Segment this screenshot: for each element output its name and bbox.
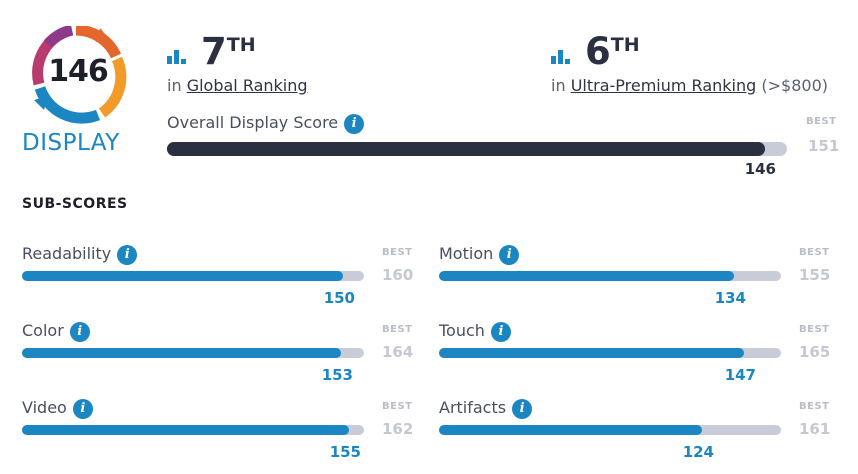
subscore-bar-video <box>22 425 364 435</box>
premium-rank-prefix: in <box>551 76 566 95</box>
subscore-best-label: BEST <box>382 324 413 335</box>
ultra-premium-ranking-link[interactable]: Ultra-Premium Ranking <box>570 76 757 95</box>
global-ranking-link[interactable]: Global Ranking <box>186 76 308 95</box>
subscore-value: 153 <box>321 366 353 384</box>
premium-rank-number: 6TH <box>585 30 640 73</box>
subscore-label-color: Color i <box>22 321 90 342</box>
subscore-bar-motion <box>439 271 781 281</box>
subscores-title: SUB-SCORES <box>22 196 128 212</box>
info-icon[interactable]: i <box>344 114 365 134</box>
subscore-value: 150 <box>323 289 355 307</box>
overall-score-bar <box>167 142 787 156</box>
subscore-name: Readability <box>22 244 112 263</box>
subscore-fill <box>439 348 744 358</box>
overall-score-label-text: Overall Display Score <box>167 113 339 132</box>
info-icon[interactable]: i <box>499 245 520 265</box>
global-rank-prefix: in <box>167 76 182 95</box>
subscore-best-label: BEST <box>382 247 413 258</box>
subscore-bar-readability <box>22 271 364 281</box>
subscore-label-artifacts: Artifacts i <box>439 398 533 419</box>
subscore-name: Color <box>22 321 64 340</box>
subscore-fill <box>22 348 341 358</box>
subscore-best-label: BEST <box>799 247 830 258</box>
logo-score: 146 <box>48 54 109 89</box>
subscore-name: Video <box>22 398 67 417</box>
subscore-bar-touch <box>439 348 781 358</box>
info-icon[interactable]: i <box>69 322 90 342</box>
subscore-best-value: 165 <box>799 343 831 361</box>
info-icon[interactable]: i <box>117 245 138 265</box>
subscore-value: 134 <box>714 289 746 307</box>
overall-score-label: Overall Display Score i <box>167 113 365 134</box>
bar-chart-icon <box>167 50 186 64</box>
subscore-bar-artifacts <box>439 425 781 435</box>
overall-score-fill <box>167 142 765 156</box>
subscore-best-value: 164 <box>382 343 414 361</box>
price-range-note: (>$800) <box>761 76 828 95</box>
logo-label: DISPLAY <box>22 130 120 156</box>
info-icon[interactable]: i <box>490 322 511 342</box>
subscore-value: 147 <box>724 366 756 384</box>
global-rank-caption: in Global Ranking <box>167 76 308 95</box>
subscore-fill <box>22 271 343 281</box>
subscore-best-label: BEST <box>382 401 413 412</box>
subscore-fill <box>22 425 349 435</box>
subscore-best-value: 161 <box>799 420 831 438</box>
overall-best-value: 151 <box>808 137 840 155</box>
premium-rank-caption: in Ultra-Premium Ranking (>$800) <box>551 76 828 95</box>
subscore-name: Touch <box>439 321 485 340</box>
subscore-value: 155 <box>329 443 361 461</box>
subscore-label-video: Video i <box>22 398 93 419</box>
subscore-fill <box>439 425 702 435</box>
subscore-best-label: BEST <box>799 401 830 412</box>
subscore-value: 124 <box>682 443 714 461</box>
subscore-label-touch: Touch i <box>439 321 511 342</box>
subscore-best-value: 155 <box>799 266 831 284</box>
subscore-label-readability: Readability i <box>22 244 138 265</box>
subscore-best-label: BEST <box>799 324 830 335</box>
overall-best-label: BEST <box>806 116 837 127</box>
subscore-name: Motion <box>439 244 494 263</box>
info-icon[interactable]: i <box>512 399 533 419</box>
subscore-fill <box>439 271 734 281</box>
bar-chart-icon <box>551 50 570 64</box>
overall-score-value: 146 <box>744 160 776 178</box>
subscore-best-value: 162 <box>382 420 414 438</box>
subscore-bar-color <box>22 348 364 358</box>
display-score-logo: 146 <box>24 26 132 124</box>
global-rank-number: 7TH <box>201 30 256 73</box>
subscore-name: Artifacts <box>439 398 507 417</box>
score-ring-icon <box>32 26 127 124</box>
subscore-best-value: 160 <box>382 266 414 284</box>
info-icon[interactable]: i <box>72 399 93 419</box>
subscore-label-motion: Motion i <box>439 244 520 265</box>
